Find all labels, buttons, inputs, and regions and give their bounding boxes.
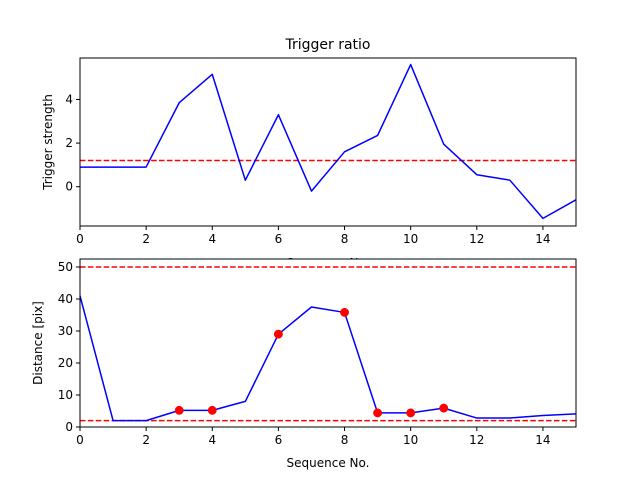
- y-tick-label: 50: [58, 260, 73, 274]
- chart-title: Trigger ratio: [284, 37, 370, 53]
- y-tick-label: 30: [58, 324, 73, 338]
- data-point-marker: [406, 408, 416, 418]
- series-line: [79, 295, 577, 422]
- x-tick-label: 6: [275, 232, 283, 246]
- series-line: [80, 63, 577, 220]
- series-group: [80, 63, 577, 220]
- data-point-marker: [207, 405, 217, 415]
- y-tick-label: 20: [58, 356, 73, 370]
- x-tick-label: 14: [535, 232, 550, 246]
- data-point-marker: [174, 405, 184, 415]
- x-tick-label: 2: [142, 232, 150, 246]
- x-tick-label: 8: [341, 433, 349, 447]
- reference-line-group: [80, 266, 576, 422]
- x-tick-label: 12: [469, 232, 484, 246]
- x-tick-label: 0: [76, 433, 84, 447]
- y-tick-label: 4: [65, 92, 73, 106]
- x-tick-label: 2: [142, 433, 150, 447]
- x-tick-label: 10: [403, 232, 418, 246]
- x-tick-label: 14: [535, 433, 550, 447]
- plot-background: [80, 259, 576, 427]
- distance-chart: Distance [pix] 0 2 4 6 8 10 12 14 0 10 20 30 40 50 Se…: [31, 258, 577, 470]
- y-tick-label: 0: [65, 420, 73, 434]
- x-tick-label: 0: [76, 232, 84, 246]
- series-group: [79, 295, 577, 422]
- x-tick-label: 6: [275, 433, 283, 447]
- x-tick-label: 12: [469, 433, 484, 447]
- data-point-marker: [340, 307, 349, 317]
- x-tick-label: 10: [403, 433, 418, 447]
- x-axis-label: Sequence No.: [287, 456, 370, 470]
- tick-group: 0 2 4 6 8 10 12 14 0 2 4: [65, 92, 550, 246]
- plot-frame: [79, 57, 577, 227]
- y-tick-label: 0: [65, 180, 73, 194]
- tick-group: 0 2 4 6 8 10 12 14 0 10 20 30 40 50: [58, 260, 551, 447]
- data-point-marker: [439, 403, 449, 413]
- y-tick-label: 10: [58, 388, 73, 402]
- marker-group: [174, 307, 449, 418]
- x-tick-label: 8: [341, 232, 349, 246]
- plot-frame: [79, 258, 577, 428]
- y-axis-label: Trigger strength: [41, 94, 55, 191]
- y-tick-label: 2: [65, 136, 73, 150]
- data-point-marker: [273, 329, 283, 339]
- x-tick-label: 4: [208, 232, 216, 246]
- x-tick-label: 4: [208, 433, 216, 447]
- y-axis-label: Distance [pix]: [31, 301, 45, 385]
- data-point-marker: [373, 408, 383, 418]
- y-tick-label: 40: [58, 292, 73, 306]
